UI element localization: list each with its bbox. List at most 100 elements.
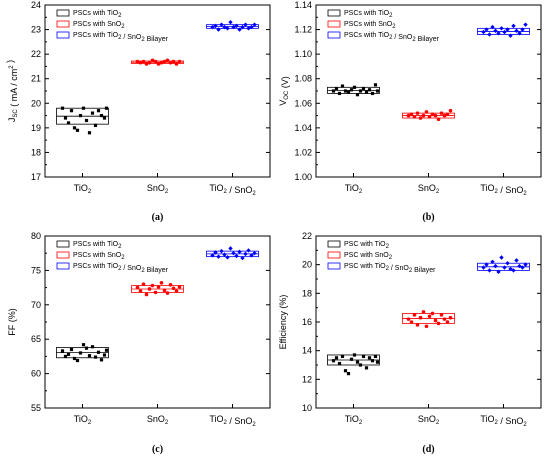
y-tick-label: 18 — [31, 147, 41, 157]
data-point — [165, 58, 170, 63]
data-point — [445, 112, 450, 117]
data-point — [421, 310, 426, 314]
data-point — [159, 60, 164, 65]
y-tick-label: 12 — [302, 374, 312, 384]
data-point — [246, 248, 251, 253]
data-point — [225, 255, 230, 260]
data-point — [162, 59, 167, 64]
legend-entry: PSCs with TiO2 — [73, 10, 122, 19]
legend-swatch — [56, 262, 70, 270]
data-point — [439, 111, 444, 115]
data-point — [517, 31, 522, 36]
data-point — [75, 128, 80, 132]
data-point — [231, 251, 236, 256]
data-point — [355, 93, 360, 97]
data-point — [219, 248, 224, 254]
legend-entry: PSCs with TiO2 / SnO2 Bilayer — [73, 32, 169, 43]
y-tick-label: 1.06 — [294, 98, 312, 108]
data-point — [493, 263, 498, 269]
data-point — [177, 285, 182, 289]
data-point — [102, 353, 107, 357]
data-point — [252, 251, 257, 256]
data-point — [352, 353, 357, 357]
data-point — [361, 86, 366, 91]
data-point — [517, 263, 522, 269]
x-category-label: SnO2 — [147, 414, 169, 426]
data-point — [493, 28, 498, 33]
data-point — [84, 346, 89, 350]
x-category-label: TiO2 / SnO2 — [209, 183, 256, 197]
data-point — [81, 343, 86, 347]
panel-label: (c) — [152, 444, 163, 455]
data-point — [225, 26, 230, 31]
data-point — [337, 361, 342, 366]
data-point — [90, 345, 95, 349]
legend-swatch — [327, 31, 341, 39]
data-point — [373, 83, 378, 87]
panel-label: (d) — [422, 444, 434, 455]
data-point — [412, 115, 417, 119]
legend-entry: PSCs with SnO2 — [344, 21, 396, 30]
panel-3: 55 60 65 70 75 80 TiO2 SnO2 TiO2 / SnO2 FF (%) PSC… — [7, 231, 271, 455]
y-tick-label: 23 — [31, 25, 41, 35]
data-point — [150, 283, 155, 288]
data-point — [69, 109, 74, 113]
y-tick-label: 55 — [31, 403, 41, 413]
data-point — [243, 251, 248, 257]
data-point — [375, 89, 380, 93]
data-point — [427, 314, 432, 319]
data-point — [430, 311, 435, 316]
data-point — [481, 29, 486, 35]
data-point — [370, 91, 375, 96]
data-point — [346, 372, 351, 376]
y-axis-title: Efficiency (%) — [278, 295, 288, 350]
legend-swatch — [56, 251, 70, 259]
data-point — [436, 321, 441, 326]
data-point — [442, 113, 447, 118]
data-point — [406, 317, 411, 321]
data-point — [415, 323, 420, 327]
data-point — [334, 86, 339, 91]
data-point — [228, 20, 233, 25]
data-point — [63, 354, 68, 358]
data-point — [213, 23, 218, 29]
legend-entry: PSCs with SnO2 — [73, 252, 125, 261]
y-tick-label: 21 — [31, 74, 41, 84]
y-tick-label: 1.14 — [294, 0, 312, 10]
data-point — [60, 106, 65, 110]
data-point — [93, 123, 98, 127]
data-point — [252, 22, 257, 27]
data-point — [346, 90, 351, 94]
data-point — [436, 117, 441, 122]
y-tick-label: 1.10 — [294, 49, 312, 59]
y-tick-label: 60 — [31, 369, 41, 379]
x-category-label: SnO2 — [418, 414, 440, 426]
data-point — [508, 266, 513, 272]
data-point — [168, 60, 173, 65]
data-point — [216, 254, 221, 259]
data-point — [174, 62, 179, 66]
data-point — [78, 113, 83, 118]
data-point — [135, 59, 140, 64]
x-category-label: TiO2 / SnO2 — [480, 414, 527, 428]
data-point — [246, 26, 251, 31]
x-category-label: SnO2 — [147, 183, 169, 195]
data-point — [484, 262, 489, 267]
data-point — [213, 250, 218, 255]
data-point — [156, 62, 161, 66]
data-point — [240, 255, 245, 261]
y-tick-label: 17 — [31, 172, 41, 182]
data-point — [162, 288, 167, 293]
y-tick-label: 22 — [31, 49, 41, 59]
data-point — [499, 26, 504, 31]
data-point — [78, 351, 83, 355]
data-point — [99, 358, 104, 362]
data-point — [523, 262, 528, 267]
y-tick-label: 16 — [302, 317, 312, 327]
y-axis-title: JSC ( mA / cm2 ) — [5, 60, 19, 122]
data-point — [96, 109, 101, 113]
data-point — [150, 58, 155, 63]
y-tick-label: 1.12 — [294, 25, 312, 35]
data-point — [523, 22, 528, 27]
